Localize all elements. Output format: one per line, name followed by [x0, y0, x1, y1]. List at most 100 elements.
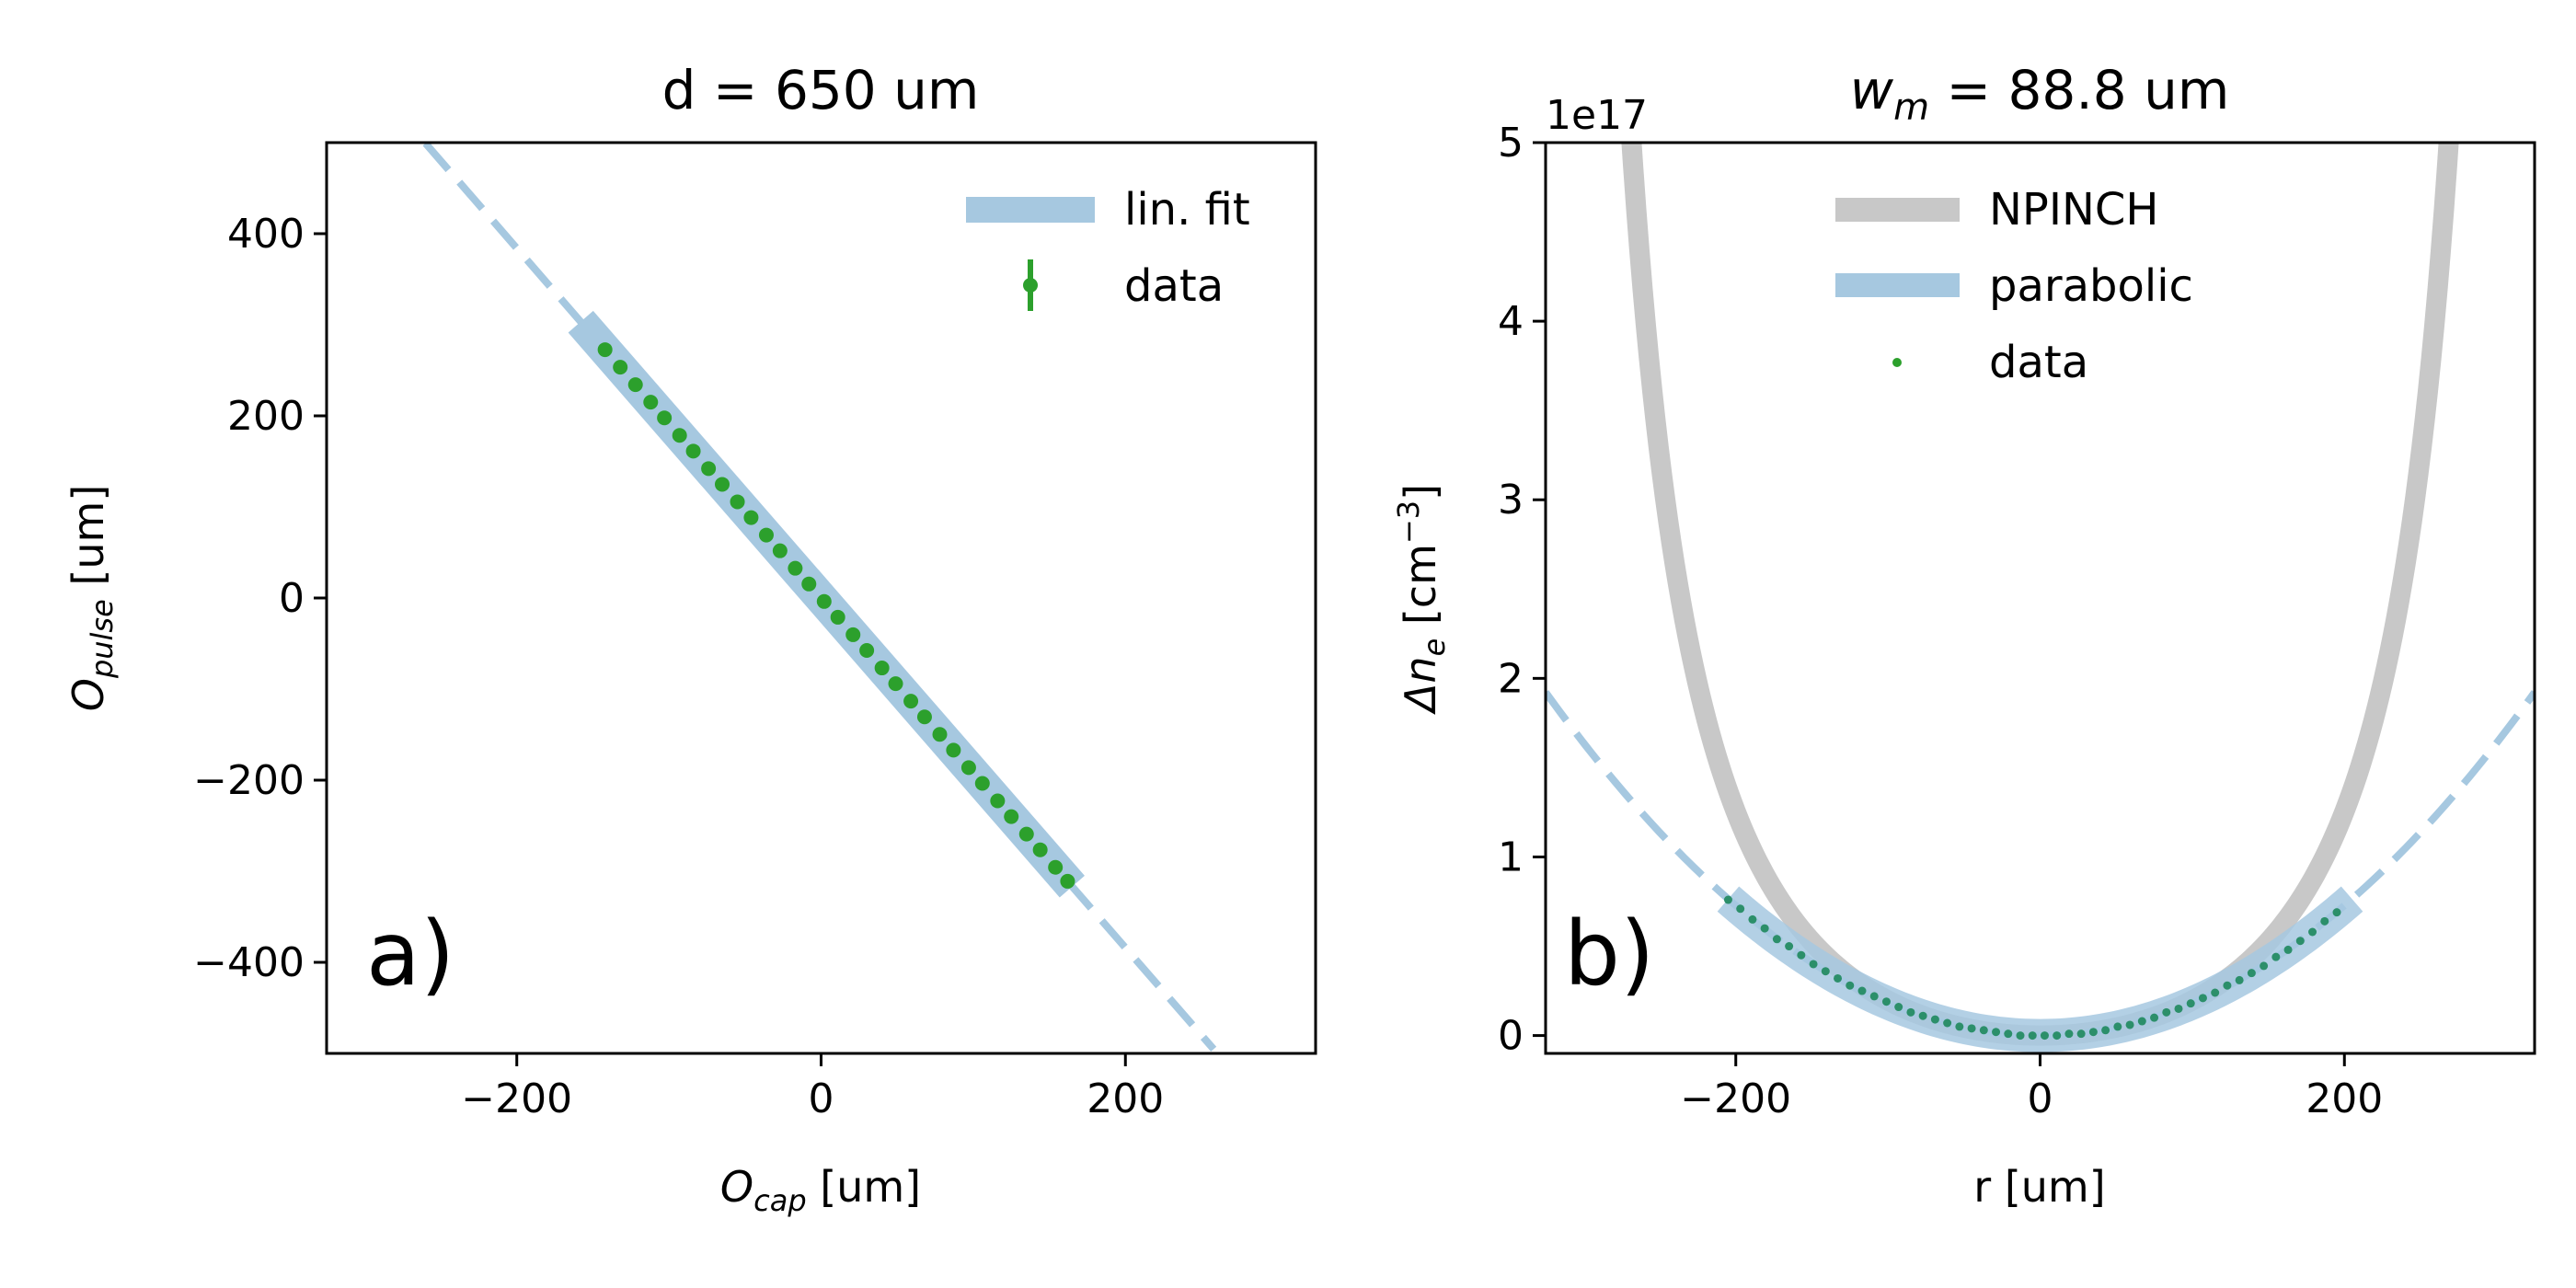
panel-b-data-point [1967, 1024, 1976, 1033]
panel-b-x-ticks: −200 0 200 [1680, 1053, 2383, 1122]
panel-a-x-tick-label: 0 [809, 1075, 834, 1122]
panel-a-x-axis-label-main: O [720, 1162, 753, 1212]
panel-b-data-point [1736, 904, 1745, 914]
panel-b-data-point [2162, 1007, 2171, 1017]
panel-b-data-point [2028, 1031, 2037, 1041]
panel-a-data-point [701, 461, 717, 477]
panel-a-data-point [859, 643, 875, 659]
panel-b-y-axis-label: Δne [cm−3] [1391, 484, 1452, 715]
panel-a-data-point [643, 395, 659, 410]
panel-a-data-point [672, 428, 687, 443]
panel-a-data-point [758, 527, 774, 543]
panel-a-data-point [743, 510, 759, 525]
panel-a-data-point [903, 694, 919, 709]
legend-data-label: data [1124, 260, 1224, 312]
panel-b-data-point [2040, 1031, 2049, 1041]
panel-a-data-point [613, 360, 628, 375]
panel-a-data-point [874, 661, 890, 676]
panel-b-legend: NPINCH parabolic data [1835, 184, 2193, 388]
panel-b-data-point [2174, 1004, 2183, 1013]
panel-b-data-point [1760, 924, 1769, 933]
panel-b-x-tick-label: 200 [2306, 1075, 2383, 1122]
panel-a-data-point [1060, 873, 1075, 889]
panel-a-data-point [888, 676, 903, 692]
panel-b-data-points [1723, 895, 2341, 1041]
panel-b-data-point [2186, 999, 2195, 1008]
panel-b-y-tick-label: 2 [1498, 655, 1524, 702]
panel-a-y-tick-label: 200 [227, 393, 305, 440]
panel-b-y-tick-label: 4 [1498, 298, 1524, 345]
panel-a-data-point [1004, 809, 1019, 824]
panel-b-data-point [1723, 895, 1732, 904]
panel-a-x-tick-label: −200 [461, 1075, 572, 1122]
panel-a-data-point [932, 727, 948, 742]
panel-b-data-point [2101, 1026, 2110, 1035]
panel-a-data-point [960, 760, 976, 776]
panel-b-data-point [2076, 1029, 2086, 1039]
panel-b-offset-text: 1e17 [1546, 92, 1648, 139]
panel-b-data-point [2247, 969, 2256, 978]
panel-a-x-ticks: −200 0 200 [461, 1053, 1164, 1122]
panel-b-data-point [1979, 1026, 1988, 1035]
legend-npinch-label: NPINCH [1989, 184, 2159, 236]
panel-b-data-point [2283, 945, 2293, 954]
panel-b-y-ticks: 0 1 2 3 4 5 [1498, 120, 1546, 1060]
panel-b-x-axis-label: r [um] [1973, 1162, 2105, 1212]
panel-b-label: b) [1564, 903, 1654, 1006]
panel-b-data-point [1955, 1022, 1964, 1031]
panel-a-y-tick-label: 0 [279, 575, 305, 622]
panel-b-data-point [2260, 961, 2269, 971]
panel-a-data-point [685, 443, 701, 459]
panel-b-data-point [2198, 994, 2207, 1003]
panel-b-data-point [1785, 942, 1794, 951]
panel-a-data-point [916, 709, 932, 725]
panel-a-y-axis-label-main: O [63, 678, 113, 711]
panel-a-data-point [627, 377, 643, 393]
panel-b-x-tick-label: −200 [1680, 1075, 1791, 1122]
panel-b-data-point [1943, 1018, 1952, 1028]
panel-b-y-axis-label-unit-pre: [cm [1396, 544, 1445, 638]
panel-b-data-point [2125, 1020, 2134, 1029]
panel-a-y-axis-label-sub: pulse [85, 599, 120, 679]
panel-b-y-tick-label: 5 [1498, 120, 1524, 167]
panel-b-y-axis-label-main: Δn [1396, 656, 1445, 715]
panel-a-data-point [816, 593, 832, 609]
panel-b-data-point [2223, 981, 2232, 990]
panel-a-y-tick-label: −400 [193, 939, 305, 986]
legend-b-data-label: data [1989, 337, 2088, 388]
panel-b-y-tick-label: 3 [1498, 477, 1524, 523]
panel-a-data-point [788, 560, 803, 576]
panel-b-data-point [2016, 1031, 2025, 1041]
panel-a-x-axis-label-unit: [um] [807, 1162, 921, 1212]
panel-a-data-point [990, 793, 1006, 809]
panel-b-title-rest: = 88.8 um [1929, 59, 2229, 121]
legend-data-marker [1023, 278, 1038, 293]
panel-a-data-point [845, 627, 861, 642]
panel-a-data-points [597, 342, 1075, 889]
panel-b-data-point [2271, 952, 2281, 961]
panel-b-title-sub: m [1893, 86, 1929, 129]
panel-a-data-point [1018, 826, 1034, 842]
panel-b-y-tick-label: 0 [1498, 1013, 1524, 1060]
panel-a-x-axis-label-sub: cap [753, 1183, 807, 1218]
panel-b-data-point [1821, 967, 1830, 976]
panel-a-x-axis-label: Ocap [um] [720, 1162, 921, 1218]
legend-data-dot [1892, 358, 1902, 367]
panel-b-data-point [2137, 1017, 2146, 1026]
panel-a-y-tick-label: −200 [193, 757, 305, 804]
panel-a-data-point [657, 410, 673, 426]
panel-b-data-point [2211, 988, 2220, 997]
legend-fit-label: lin. fit [1124, 184, 1250, 236]
panel-b-data-point [1992, 1028, 2001, 1037]
panel-b-data-point [2004, 1029, 2013, 1039]
panel-b-data-point [2308, 927, 2317, 937]
panel-a-y-axis-label-unit: [um] [63, 485, 113, 599]
panel-b-data-point [1834, 973, 1843, 983]
panel-b-y-axis-label-unit-post: ] [1396, 484, 1445, 500]
panel-b-y-axis-label-sub: e [1417, 638, 1452, 657]
legend-parabolic-label: parabolic [1989, 260, 2193, 312]
panel-b-data-point [2064, 1029, 2074, 1039]
panel-a-x-tick-label: 200 [1087, 1075, 1164, 1122]
